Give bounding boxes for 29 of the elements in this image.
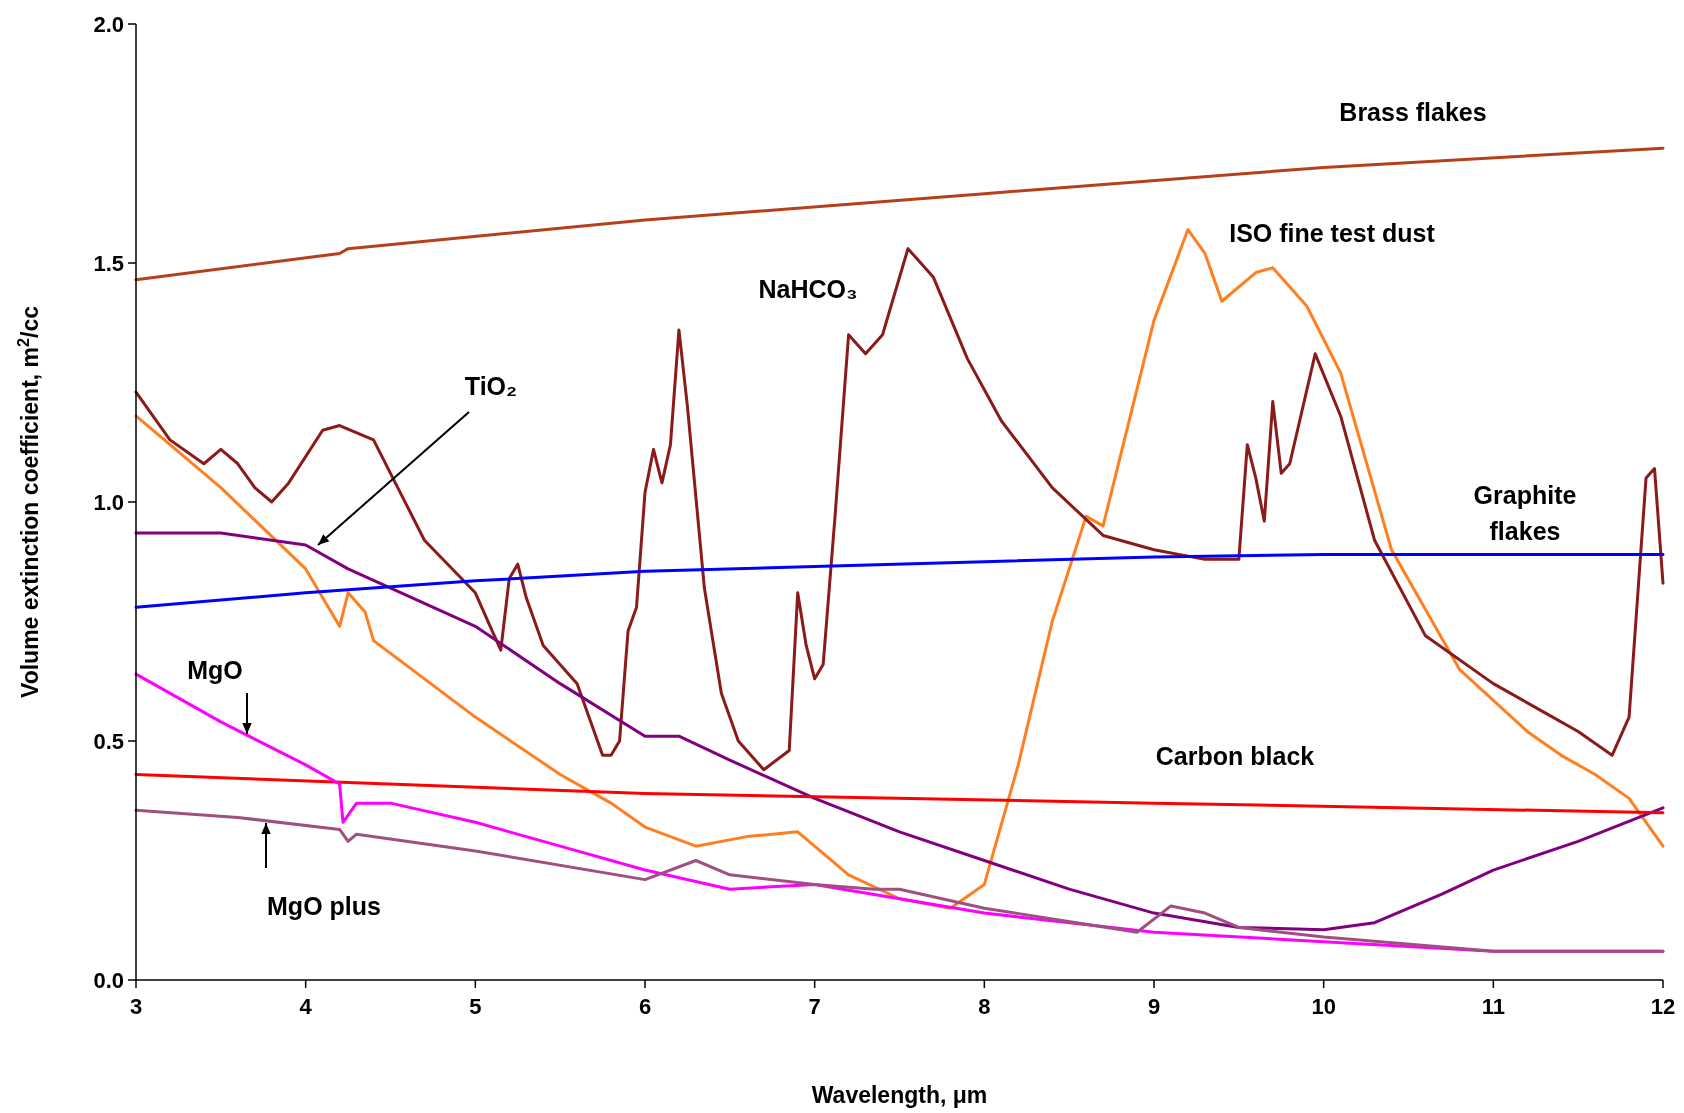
y-tick-label: 1.5	[93, 251, 124, 276]
x-tick-label: 9	[1147, 994, 1161, 1019]
x-tick-label: 4	[299, 994, 313, 1019]
line-series	[134, 146, 1665, 282]
x-tick-label: 8	[978, 994, 991, 1019]
series-label: Graphite flakes	[1473, 481, 1577, 545]
y-tick-label: 1.0	[93, 490, 124, 515]
text: MgO plus	[267, 892, 381, 920]
line-series	[134, 808, 1665, 953]
y-tick-label: 0.0	[93, 968, 124, 993]
y-tick-label: 0.5	[93, 729, 124, 754]
y-tick-label: 2.0	[93, 12, 124, 37]
line-series	[134, 553, 1665, 609]
series-label: Carbon black	[1155, 742, 1315, 770]
x-axis-title: Wavelength, μm	[811, 1082, 988, 1108]
series-label: Brass flakes	[1339, 98, 1487, 126]
line-series	[134, 772, 1665, 815]
x-tick-label: 10	[1311, 994, 1336, 1019]
series-label: NaHCO₃	[758, 275, 858, 303]
x-tick-label: 6	[638, 994, 652, 1019]
x-tick-label: 7	[808, 994, 821, 1019]
line-series	[134, 247, 1665, 772]
x-tick-label: 5	[469, 994, 482, 1019]
text: TiO₂	[464, 372, 518, 400]
x-tick-label: 11	[1481, 994, 1505, 1019]
series-label: MgO	[187, 656, 243, 684]
series-label: ISO fine test dust	[1229, 219, 1436, 247]
x-tick-label: 12	[1650, 994, 1676, 1019]
x-tick-label: 3	[129, 994, 143, 1019]
